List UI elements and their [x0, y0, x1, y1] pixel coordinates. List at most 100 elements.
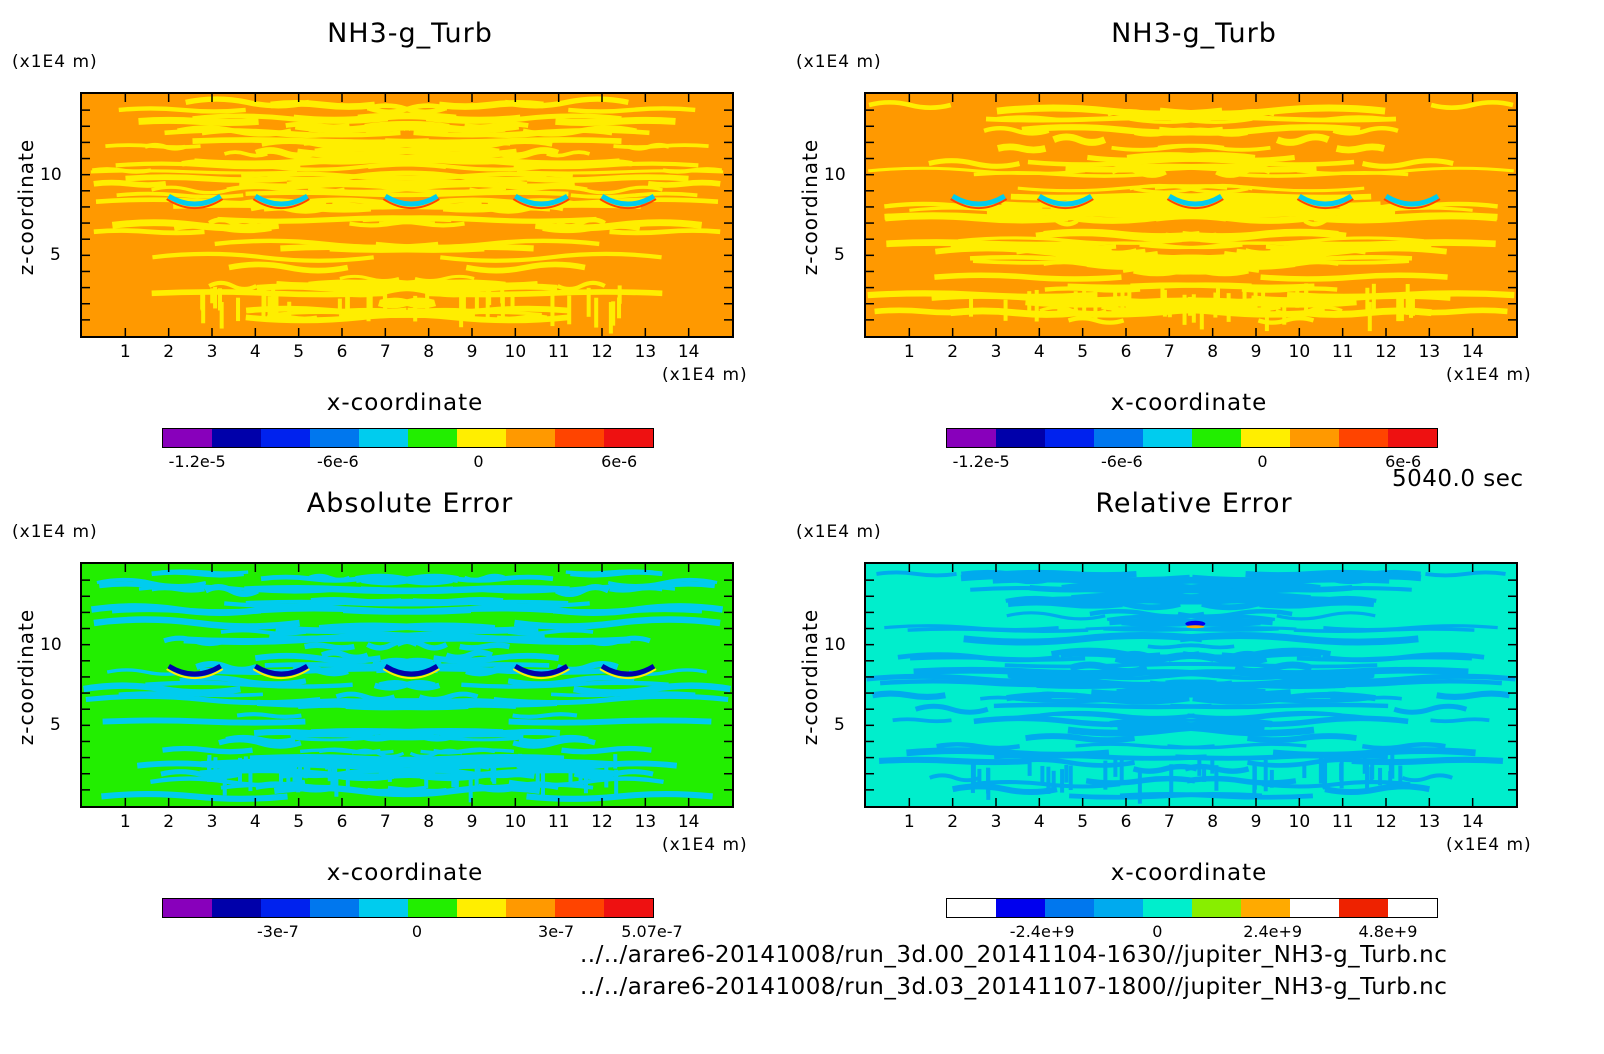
colorbar-label: -6e-6	[1100, 452, 1143, 471]
contour-streak	[1006, 611, 1106, 621]
x-tick-label: 2	[947, 342, 959, 362]
vortex-arc	[1384, 193, 1440, 207]
contour-ripple	[474, 768, 479, 790]
contour-streak	[1132, 763, 1198, 774]
y-tick-label: 5	[834, 715, 845, 736]
colorbar-label: -1.2e-5	[168, 452, 226, 471]
contour-streak	[459, 642, 511, 651]
x-tick-label: 6	[1120, 812, 1132, 832]
vortex-arc	[254, 193, 309, 207]
colorbar-swatch	[1094, 429, 1143, 447]
contour-streak	[118, 106, 246, 114]
contour-ripple	[1119, 756, 1124, 783]
contour-ripple	[1295, 285, 1300, 308]
contour-streak	[1004, 661, 1243, 669]
x-tick-label: 9	[466, 812, 478, 832]
contour-streak	[1361, 158, 1454, 169]
contour-streak	[1279, 115, 1386, 122]
y-axis-label: z-coordinate	[798, 138, 822, 276]
contour-ripple	[1169, 764, 1174, 793]
colorbar-swatch	[947, 899, 996, 917]
contour-streak	[358, 190, 569, 198]
x-axis-label: x-coordinate	[326, 860, 484, 886]
contour-ripple	[1034, 289, 1039, 322]
contour-ripple	[345, 759, 350, 789]
vortex-edge	[512, 198, 570, 210]
colorbar-swatch	[1143, 899, 1192, 917]
contour-streak	[1323, 624, 1498, 632]
x-tick-label: 5	[1077, 342, 1089, 362]
contour-ripple	[287, 301, 292, 323]
contour-streak	[570, 569, 663, 578]
contour-ripple	[296, 770, 301, 793]
contour-streak	[561, 745, 652, 755]
contour-ripple	[345, 289, 350, 317]
x-tick-label: 5	[293, 342, 305, 362]
x-tick-label: 8	[423, 812, 435, 832]
colorbar-swatch	[1192, 429, 1241, 447]
contour-ripple	[567, 295, 572, 325]
contour-streak	[1339, 201, 1498, 212]
contour-streak	[91, 167, 152, 174]
contour-streak	[1393, 703, 1468, 715]
x-tick-label: 10	[504, 342, 527, 362]
contour-streak	[1181, 192, 1372, 201]
contour-ripple	[213, 286, 218, 309]
x-unit-label: (x1E4 m)	[1446, 365, 1532, 385]
contour-streak	[368, 103, 448, 115]
contour-streak	[1303, 215, 1347, 227]
contour-ripple	[1113, 289, 1118, 317]
contour-ripple	[604, 763, 609, 788]
contour-ripple	[1051, 770, 1056, 791]
colorbar-swatch	[555, 899, 604, 917]
chart-title: NH3-g_Turb	[327, 18, 493, 49]
contour-ripple	[1399, 294, 1404, 322]
contour-streak	[1430, 717, 1490, 724]
x-tick-label: 1	[903, 812, 915, 832]
colorbar-swatch	[947, 429, 996, 447]
contour-streak	[1158, 124, 1361, 136]
heatmap-field	[82, 564, 732, 806]
contour-streak	[568, 106, 696, 114]
vortex-arc	[384, 193, 439, 207]
vortex-edge	[1166, 198, 1224, 210]
contour-ripple	[608, 302, 613, 334]
time-label: 5040.0 sec	[1392, 466, 1524, 492]
x-tick-label: 2	[163, 342, 175, 362]
contour-streak	[1107, 109, 1194, 120]
x-tick-label: 2	[947, 812, 959, 832]
x-axis-label: x-coordinate	[1110, 860, 1268, 886]
chart-title: NH3-g_Turb	[1111, 18, 1277, 49]
contour-ripple	[491, 764, 496, 783]
contour-ripple	[261, 293, 266, 318]
contour-streak	[971, 780, 1121, 789]
contour-streak	[1068, 792, 1263, 800]
contour-streak	[1315, 569, 1422, 578]
contour-ripple	[1263, 759, 1268, 792]
colorbar-label: 0	[473, 452, 484, 471]
vortex-arc	[254, 663, 309, 677]
heatmap-field	[866, 564, 1516, 806]
x-tick-label: 8	[1207, 812, 1219, 832]
contour-streak	[556, 280, 606, 292]
contour-streak	[1290, 678, 1503, 688]
contour-ripple	[535, 769, 540, 791]
error-spot	[1185, 620, 1206, 627]
contour-streak	[1335, 143, 1386, 154]
contour-streak	[892, 717, 952, 724]
contour-streak	[500, 147, 560, 160]
contour-streak	[573, 682, 731, 696]
x-tick-label: 1	[119, 812, 131, 832]
contour-streak	[85, 693, 321, 706]
contour-streak	[192, 113, 389, 124]
panel-absolute-error: Absolute Error (x1E4 m) z-coordinate 1 2 3 4 5 6…	[0, 470, 790, 941]
contour-streak	[228, 261, 349, 274]
contour-streak	[1361, 742, 1446, 751]
vortex-edge	[252, 668, 310, 680]
contour-streak	[662, 167, 723, 174]
x-tick-label: 7	[379, 342, 391, 362]
contour-streak	[272, 162, 447, 172]
heatmap-background	[82, 94, 732, 336]
x-tick-label: 6	[336, 812, 348, 832]
x-tick-label: 1	[119, 342, 131, 362]
